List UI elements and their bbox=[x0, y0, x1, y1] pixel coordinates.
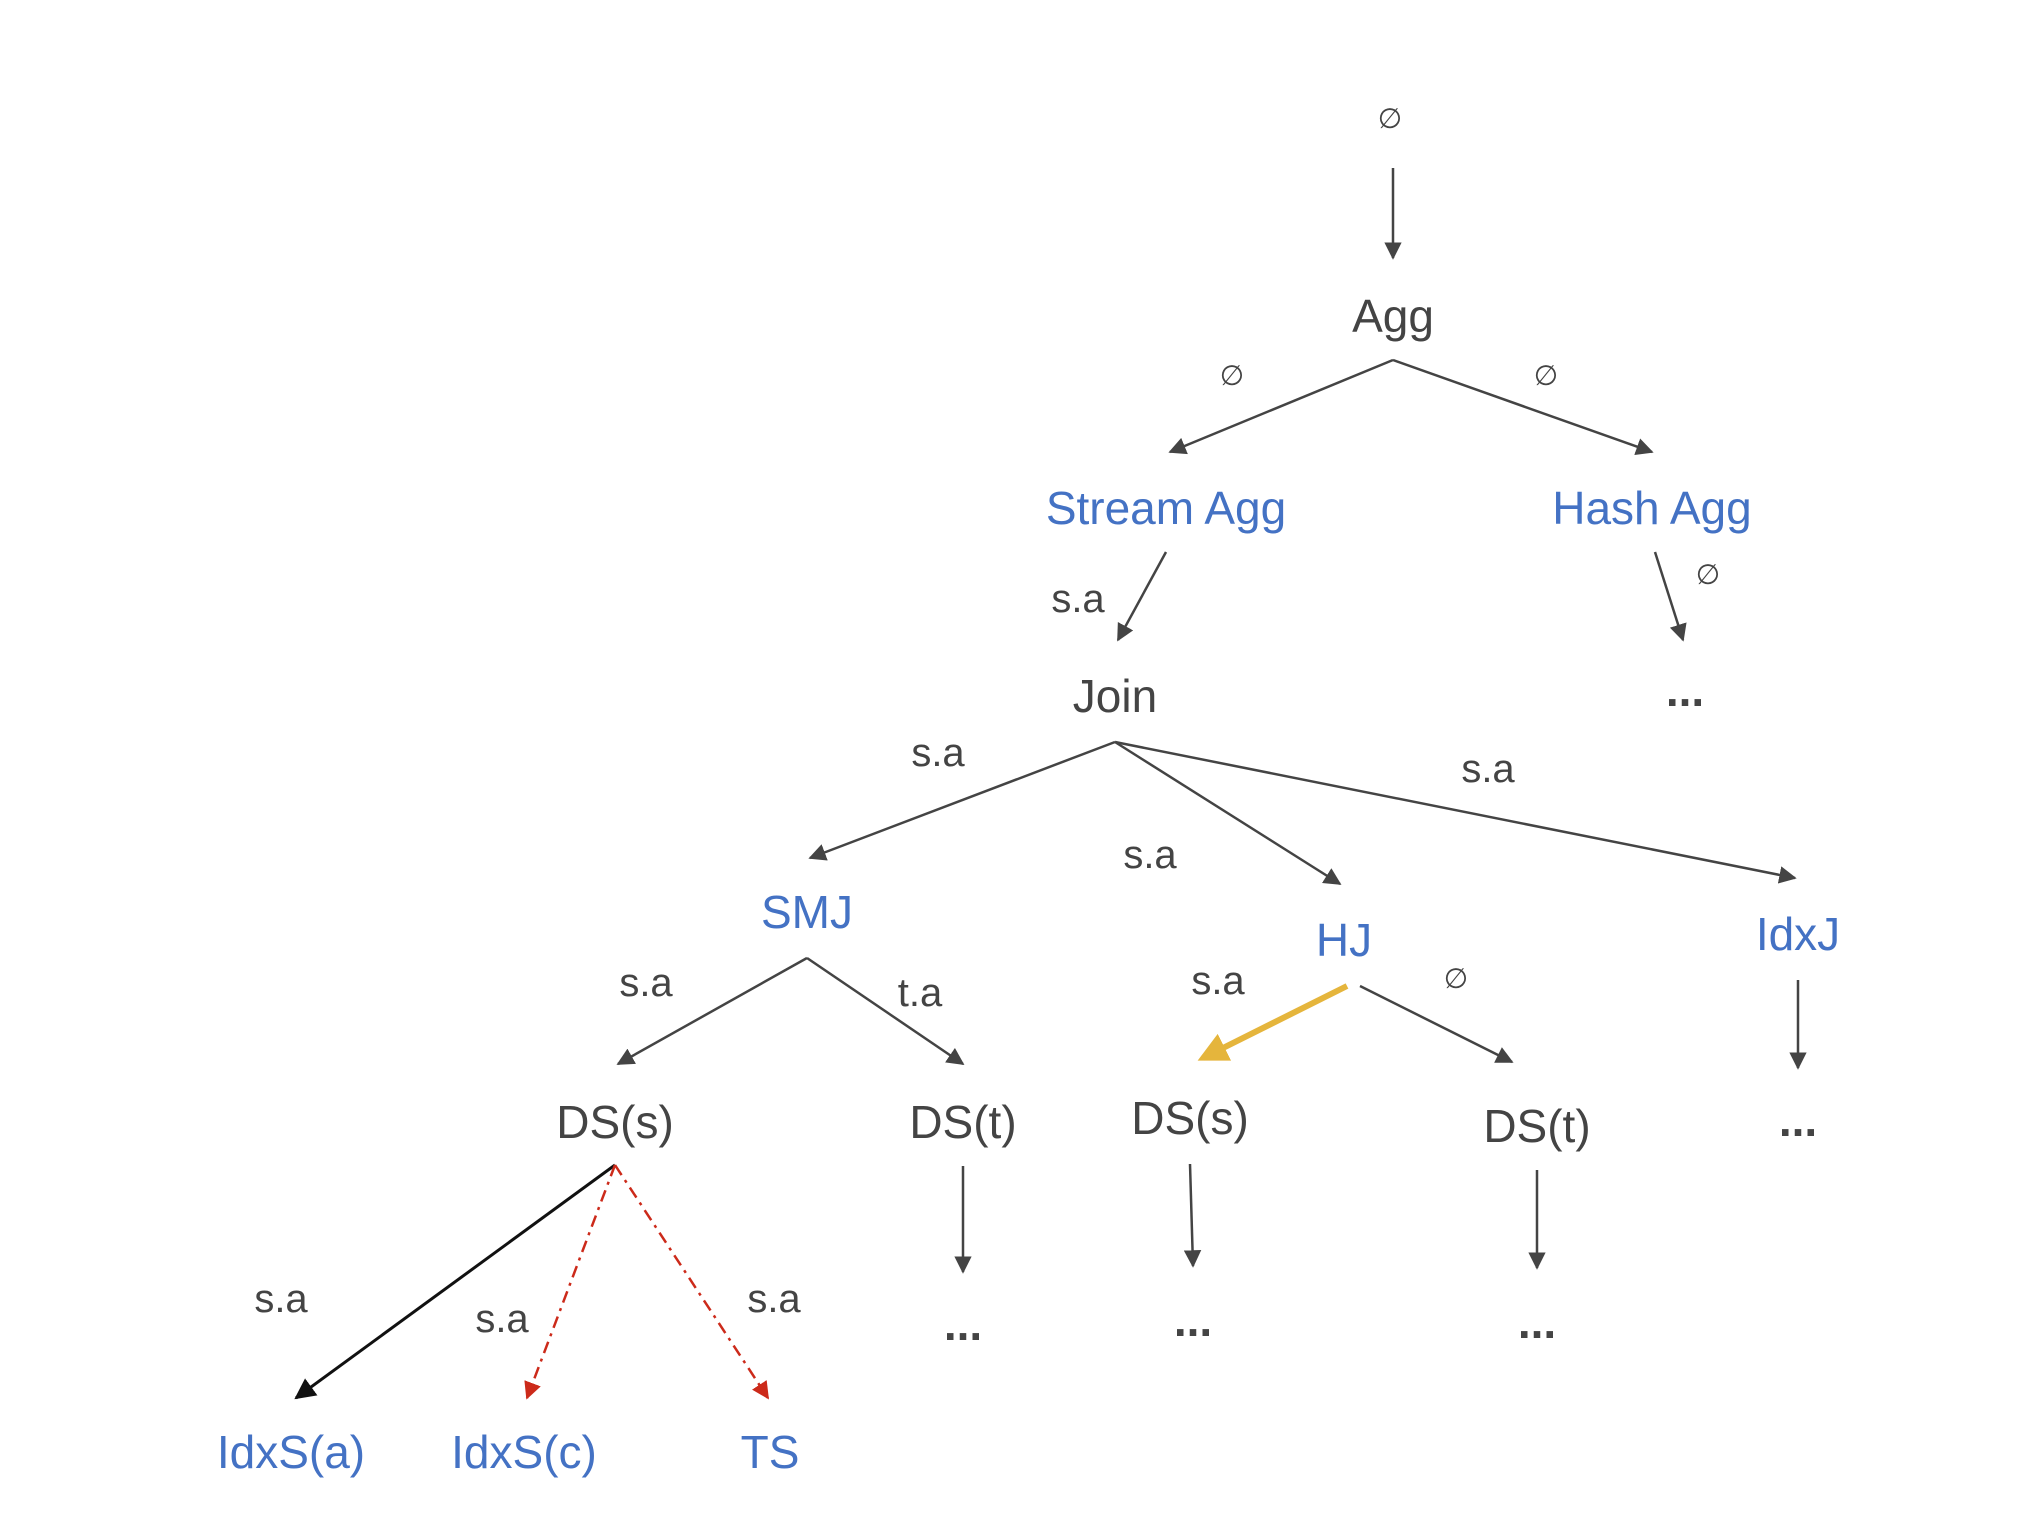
node-smj-ds-t-child: ... bbox=[944, 1298, 982, 1350]
edge-hj-ds-s bbox=[1197, 983, 1349, 1061]
edge-hash-agg-child bbox=[1653, 551, 1687, 642]
edge-label-smj-ds-t: t.a bbox=[898, 971, 943, 1015]
edge-ds-idxs-a bbox=[294, 1163, 616, 1400]
edge-smj-ds-t bbox=[806, 956, 965, 1066]
edge-agg-hash-agg bbox=[1392, 358, 1654, 455]
edge-join-idxj bbox=[1114, 740, 1797, 884]
node-hj-ds-t: DS(t) bbox=[1483, 1100, 1590, 1152]
node-idxj-child: ... bbox=[1779, 1094, 1817, 1146]
node-idxs-c: IdxS(c) bbox=[451, 1426, 597, 1478]
edge-label-ds-idxs-a: s.a bbox=[254, 1277, 308, 1321]
node-hash-agg-child: ... bbox=[1666, 664, 1704, 716]
node-stream-agg: Stream Agg bbox=[1046, 482, 1286, 534]
edge-label-hj-ds-s: s.a bbox=[1191, 959, 1245, 1003]
edge-agg-stream-agg bbox=[1168, 358, 1394, 455]
edge-join-hj bbox=[1114, 740, 1342, 886]
edge-label-ds-ts: s.a bbox=[747, 1277, 801, 1321]
edge-label-agg-hash: ∅ bbox=[1534, 360, 1558, 391]
edge-label-stream-join: s.a bbox=[1051, 577, 1105, 621]
node-hj-ds-s: DS(s) bbox=[1131, 1092, 1249, 1144]
edge-join-smj bbox=[808, 740, 1116, 861]
edge-hj-ds-t bbox=[1359, 984, 1514, 1064]
edge-label-join-hj: s.a bbox=[1123, 833, 1177, 877]
edge-label-hj-ds-t: ∅ bbox=[1444, 963, 1468, 994]
root-label: ∅ bbox=[1378, 103, 1402, 134]
node-smj-ds-t: DS(t) bbox=[909, 1096, 1016, 1148]
node-hj-ds-s-child: ... bbox=[1174, 1294, 1212, 1346]
node-hash-agg: Hash Agg bbox=[1552, 482, 1751, 534]
edge-smj-ds-s bbox=[616, 956, 808, 1066]
edge-label-join-smj: s.a bbox=[911, 731, 965, 775]
node-ts: TS bbox=[741, 1426, 800, 1478]
edge-label-join-idxj: s.a bbox=[1461, 747, 1515, 791]
node-idxj: IdxJ bbox=[1756, 908, 1840, 960]
edge-stream-agg-join bbox=[1116, 551, 1168, 642]
edge-ds-ts bbox=[613, 1164, 770, 1400]
edge-hj-ds-s-child bbox=[1183, 1163, 1202, 1268]
node-smj-ds-s: DS(s) bbox=[556, 1096, 674, 1148]
node-join: Join bbox=[1073, 670, 1157, 722]
edge-label-smj-ds-s: s.a bbox=[619, 961, 673, 1005]
edge-ds-idxs-c bbox=[524, 1164, 617, 1400]
node-idxs-a: IdxS(a) bbox=[217, 1426, 365, 1478]
node-smj: SMJ bbox=[761, 886, 853, 938]
node-hj-ds-t-child: ... bbox=[1518, 1296, 1556, 1348]
edge-label-ds-idxs-c: s.a bbox=[475, 1297, 529, 1341]
node-agg: Agg bbox=[1352, 290, 1434, 342]
edge-label-hash-child: ∅ bbox=[1696, 559, 1720, 590]
edge-label-agg-stream: ∅ bbox=[1220, 360, 1244, 391]
node-hj: HJ bbox=[1316, 914, 1372, 966]
